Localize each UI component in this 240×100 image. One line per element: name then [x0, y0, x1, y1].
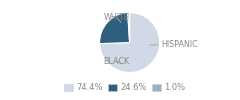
Wedge shape: [128, 12, 130, 42]
Text: HISPANIC: HISPANIC: [150, 40, 198, 49]
Text: BLACK: BLACK: [103, 57, 129, 66]
Text: WHITE: WHITE: [104, 13, 130, 22]
Wedge shape: [100, 13, 130, 44]
Legend: 74.4%, 24.6%, 1.0%: 74.4%, 24.6%, 1.0%: [61, 80, 189, 96]
Wedge shape: [100, 12, 160, 72]
